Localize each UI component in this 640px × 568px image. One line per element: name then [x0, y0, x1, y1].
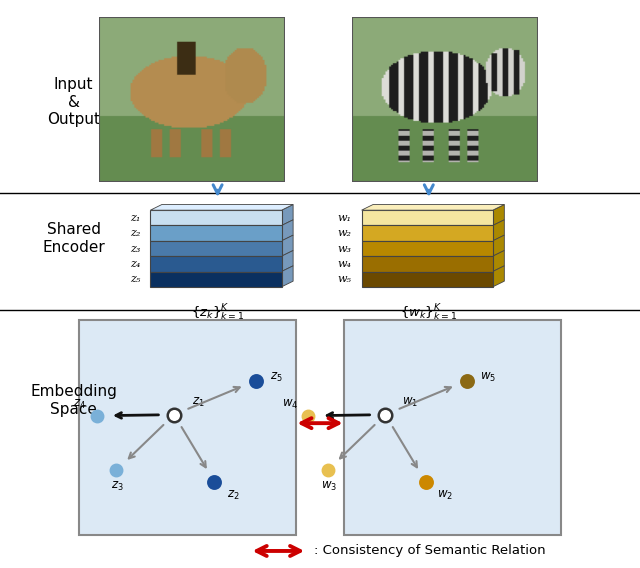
Point — [209, 477, 220, 486]
Text: $z_3$: $z_3$ — [111, 479, 124, 493]
Text: $w_2$: $w_2$ — [436, 489, 453, 503]
Polygon shape — [282, 235, 293, 256]
Text: z₄: z₄ — [130, 259, 140, 269]
Bar — [352, 17, 538, 182]
Bar — [163, 133, 198, 165]
Bar — [362, 210, 493, 225]
Text: $z_2$: $z_2$ — [227, 489, 240, 503]
Text: Shared
Encoder: Shared Encoder — [42, 222, 105, 255]
Bar — [109, 37, 150, 74]
Bar — [99, 17, 285, 182]
Text: $z_4$: $z_4$ — [73, 398, 86, 411]
Text: w₃: w₃ — [337, 244, 351, 253]
Bar — [362, 241, 493, 256]
Text: w₄: w₄ — [337, 259, 351, 269]
Text: z₁: z₁ — [130, 213, 140, 223]
Point — [169, 410, 179, 419]
Bar — [150, 210, 282, 225]
Text: $w_3$: $w_3$ — [321, 479, 337, 493]
Bar — [422, 54, 464, 91]
Bar — [112, 133, 147, 165]
Text: Embedding
Space: Embedding Space — [30, 384, 117, 417]
Text: $z_1$: $z_1$ — [192, 395, 205, 409]
Polygon shape — [282, 250, 293, 272]
Polygon shape — [150, 204, 293, 210]
Bar — [173, 57, 211, 91]
Point — [380, 410, 390, 419]
Bar — [362, 272, 493, 287]
Text: $w_4$: $w_4$ — [282, 398, 299, 411]
FancyBboxPatch shape — [79, 320, 296, 535]
Text: w₁: w₁ — [337, 213, 351, 223]
Polygon shape — [362, 204, 504, 210]
Bar — [150, 225, 282, 241]
Polygon shape — [282, 266, 293, 287]
Point — [111, 466, 122, 475]
Point — [92, 411, 102, 420]
Bar — [413, 133, 451, 165]
Polygon shape — [493, 235, 504, 256]
Text: z₅: z₅ — [130, 274, 140, 284]
Point — [323, 466, 333, 475]
Point — [420, 477, 431, 486]
Polygon shape — [493, 204, 504, 225]
Text: w₂: w₂ — [337, 228, 351, 238]
Bar — [150, 256, 282, 272]
Text: $z_5$: $z_5$ — [270, 371, 283, 385]
Bar — [160, 91, 198, 125]
Text: : Consistency of Semantic Relation: : Consistency of Semantic Relation — [314, 545, 545, 557]
Point — [251, 376, 261, 385]
Text: $\{w_k\}_{k=1}^{K}$: $\{w_k\}_{k=1}^{K}$ — [400, 302, 458, 323]
Bar — [358, 40, 397, 77]
Bar — [362, 256, 493, 272]
Point — [303, 411, 314, 420]
Bar — [403, 91, 442, 125]
Text: $w_1$: $w_1$ — [401, 395, 418, 409]
Text: w₅: w₅ — [337, 274, 351, 284]
Text: z₃: z₃ — [130, 244, 140, 253]
Bar — [150, 241, 282, 256]
Polygon shape — [282, 220, 293, 241]
Bar — [362, 225, 493, 241]
Polygon shape — [493, 266, 504, 287]
Polygon shape — [493, 220, 504, 241]
Polygon shape — [493, 250, 504, 272]
Text: Input
&
Output: Input & Output — [47, 77, 100, 127]
Text: $\{z_k\}_{k=1}^{K}$: $\{z_k\}_{k=1}^{K}$ — [191, 302, 244, 323]
Point — [462, 376, 472, 385]
Text: z₂: z₂ — [130, 228, 140, 238]
Bar — [358, 131, 397, 165]
Text: $w_5$: $w_5$ — [479, 371, 496, 385]
FancyBboxPatch shape — [344, 320, 561, 535]
Bar — [150, 272, 282, 287]
Polygon shape — [282, 204, 293, 225]
